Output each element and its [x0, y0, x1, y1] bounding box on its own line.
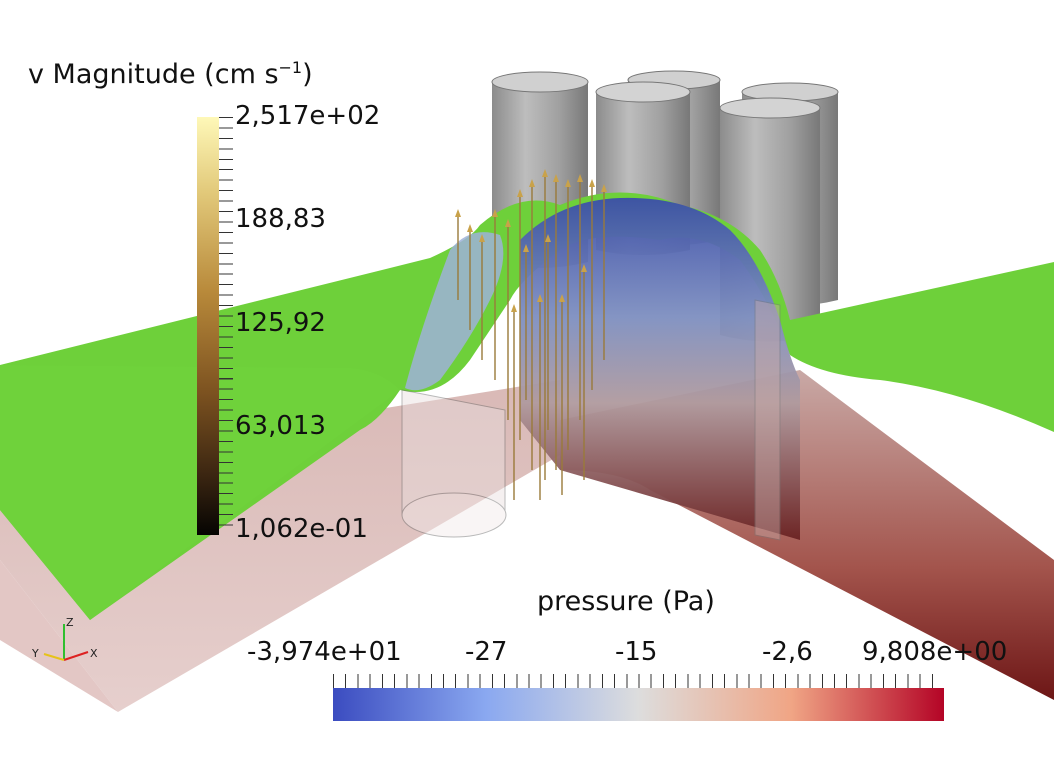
- axis-z-label: Z: [66, 616, 74, 629]
- submerged-cylinder: [401, 389, 506, 531]
- pressure-legend-title: pressure (Pa): [537, 586, 715, 617]
- axis-x-label: X: [90, 647, 98, 660]
- velocity-legend-label: 2,517e+02: [235, 101, 381, 131]
- orientation-axes: Z X Y: [31, 616, 98, 661]
- velocity-legend-label: 1,062e-01: [235, 514, 368, 544]
- left-slab-side-face: [0, 560, 118, 712]
- velocity-colorbar-ticks: [219, 117, 233, 535]
- pressure-legend-label: -3,974e+01: [247, 637, 402, 667]
- pressure-legend-label: -15: [615, 637, 658, 667]
- velocity-arrows: [457, 175, 605, 500]
- pressure-legend-label: -2,6: [762, 637, 813, 667]
- arch-left-lobe: [405, 232, 504, 391]
- submerged-cylinder: [754, 299, 781, 541]
- velocity-colorbar: [197, 117, 219, 535]
- arch-interior: [520, 197, 800, 540]
- cylinder-top: [595, 81, 691, 103]
- velocity-arrow-heads: [455, 169, 607, 312]
- submerged-cylinder-base: [401, 492, 507, 538]
- velocity-legend-label: 125,92: [235, 308, 326, 338]
- pressure-legend-label: -27: [465, 637, 508, 667]
- velocity-legend-label: 188,83: [235, 204, 326, 234]
- pressure-colorbar-ticks: [333, 674, 944, 688]
- cylinder-top: [719, 97, 821, 119]
- cylinder-top: [491, 71, 589, 93]
- pressure-legend-label: 9,808e+00: [862, 637, 1008, 667]
- submerged-cylinders: [401, 299, 781, 541]
- axis-y-label: Y: [31, 647, 39, 660]
- pressure-colorbar: [333, 688, 944, 721]
- velocity-legend-label: 63,013: [235, 411, 326, 441]
- velocity-legend-title: v Magnitude (cm s−1): [28, 58, 313, 90]
